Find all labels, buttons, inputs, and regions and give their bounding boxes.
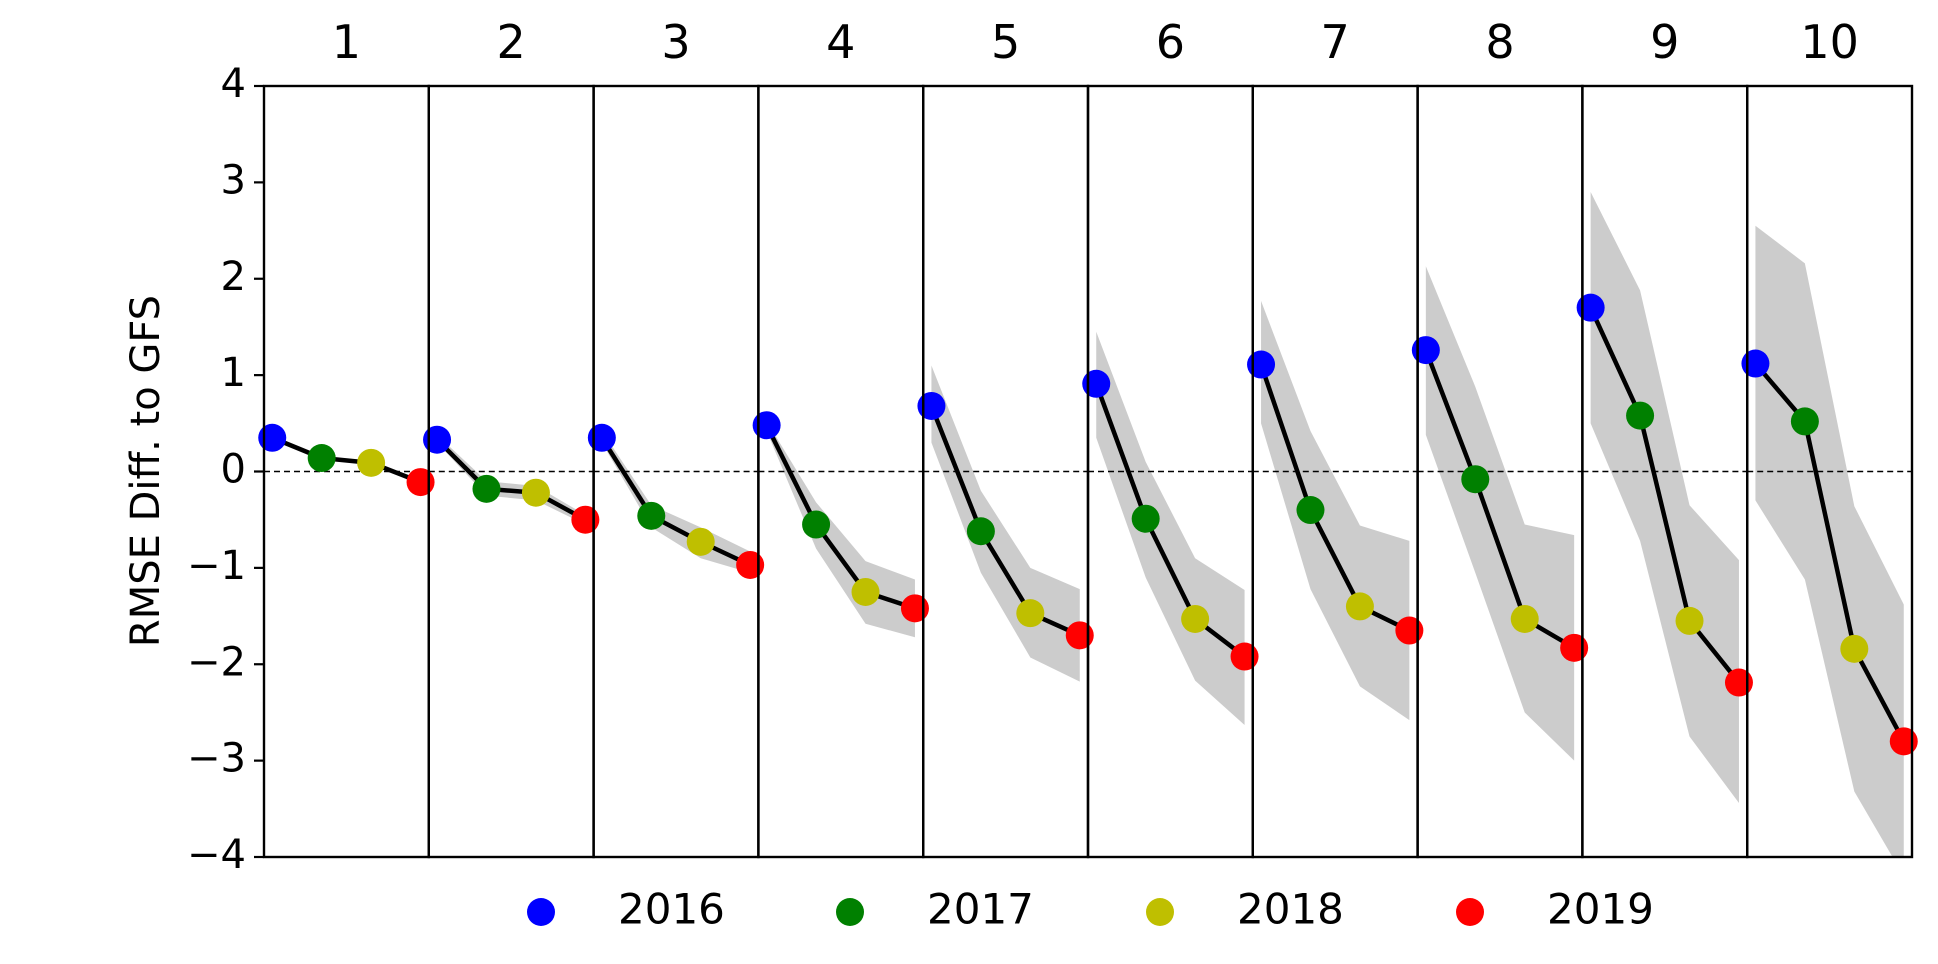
panel-title-6: 6 bbox=[1156, 15, 1185, 69]
y-tick-label: −2 bbox=[187, 639, 246, 685]
panel-titles: 1 2 3 4 5 6 7 8 9 10 bbox=[332, 15, 1859, 69]
point-panel-1-2016 bbox=[258, 423, 287, 452]
panel-title-5: 5 bbox=[991, 15, 1020, 69]
panel-title-9: 9 bbox=[1650, 15, 1679, 69]
y-tick-label: 4 bbox=[221, 61, 246, 107]
panel-6-line bbox=[1094, 383, 1246, 659]
panel-7-band bbox=[1261, 300, 1410, 721]
panel-5-band bbox=[931, 365, 1080, 682]
panel-6-band bbox=[1096, 331, 1245, 725]
point-panel-2-2019 bbox=[571, 505, 600, 534]
point-panel-3-2017 bbox=[637, 501, 666, 530]
panel-9-line bbox=[1588, 306, 1741, 684]
y-tick-label: −3 bbox=[187, 736, 246, 782]
point-panel-8-2016 bbox=[1411, 336, 1440, 365]
point-panel-2-2017 bbox=[472, 474, 501, 503]
point-panel-2-2018 bbox=[521, 478, 550, 507]
point-panel-5-2019 bbox=[1065, 621, 1094, 650]
legend-label-2019: 2019 bbox=[1547, 885, 1654, 934]
data-points bbox=[258, 293, 1918, 756]
panel-3-band bbox=[601, 431, 751, 573]
point-panel-9-2016 bbox=[1576, 293, 1605, 322]
legend-marker-2019 bbox=[1456, 898, 1484, 926]
point-panel-10-2017 bbox=[1790, 407, 1819, 436]
y-tick-label: 2 bbox=[221, 254, 246, 300]
panel-7-line bbox=[1258, 363, 1411, 633]
panel-title-10: 10 bbox=[1800, 15, 1859, 69]
axes-frame bbox=[262, 84, 1914, 859]
panel-title-8: 8 bbox=[1485, 15, 1514, 69]
legend-marker-2016 bbox=[527, 898, 555, 926]
legend-marker-2018 bbox=[1146, 898, 1174, 926]
point-panel-10-2019 bbox=[1889, 727, 1918, 756]
point-panel-9-2018 bbox=[1675, 606, 1704, 635]
point-panel-8-2019 bbox=[1560, 633, 1589, 662]
panel-title-4: 4 bbox=[826, 15, 855, 69]
panel-10-line bbox=[1753, 362, 1906, 743]
panel-title-3: 3 bbox=[661, 15, 690, 69]
panel-4-line bbox=[764, 424, 916, 611]
legend: 2016 2017 2018 2019 bbox=[527, 885, 1654, 934]
panel-10-band bbox=[1755, 225, 1904, 857]
panel-title-2: 2 bbox=[497, 15, 526, 69]
point-panel-5-2017 bbox=[966, 517, 995, 546]
point-panel-2-2016 bbox=[423, 425, 452, 454]
point-panel-5-2018 bbox=[1016, 599, 1045, 628]
panel-8-line bbox=[1423, 349, 1576, 650]
panel-2-band bbox=[437, 434, 586, 525]
panel-title-1: 1 bbox=[332, 15, 361, 69]
point-panel-6-2018 bbox=[1181, 604, 1210, 633]
point-panel-7-2017 bbox=[1296, 496, 1325, 525]
point-panel-1-2018 bbox=[357, 448, 386, 477]
y-axis-ticks: −4 −3 −2 −1 0 1 2 3 4 bbox=[187, 61, 264, 878]
point-panel-4-2018 bbox=[851, 577, 880, 606]
point-panel-8-2018 bbox=[1510, 604, 1539, 633]
legend-label-2016: 2016 bbox=[618, 885, 725, 934]
point-panel-3-2016 bbox=[587, 423, 616, 452]
panel-9-band bbox=[1590, 192, 1739, 804]
point-panel-5-2016 bbox=[917, 391, 946, 420]
point-panel-10-2016 bbox=[1741, 349, 1770, 378]
point-panel-6-2017 bbox=[1131, 504, 1160, 533]
point-panel-4-2016 bbox=[752, 411, 781, 440]
legend-marker-2017 bbox=[836, 898, 864, 926]
point-panel-6-2016 bbox=[1082, 369, 1111, 398]
point-panel-9-2017 bbox=[1626, 401, 1655, 430]
panel-5-line bbox=[929, 405, 1081, 638]
point-panel-7-2016 bbox=[1247, 350, 1276, 379]
series-lines bbox=[271, 306, 1906, 743]
point-panel-9-2019 bbox=[1724, 668, 1753, 697]
panel-4-band bbox=[766, 421, 915, 638]
panel-10-frame bbox=[1745, 84, 1914, 859]
y-tick-label: 3 bbox=[221, 157, 246, 203]
legend-label-2018: 2018 bbox=[1237, 885, 1344, 934]
point-panel-10-2018 bbox=[1840, 634, 1869, 663]
panel-1-line bbox=[271, 435, 422, 485]
point-panel-8-2017 bbox=[1461, 465, 1490, 494]
point-panel-3-2018 bbox=[686, 527, 715, 556]
panel-2-line bbox=[435, 438, 587, 522]
panel-title-7: 7 bbox=[1321, 15, 1350, 69]
y-tick-label: −1 bbox=[187, 543, 246, 589]
point-panel-1-2017 bbox=[307, 444, 336, 473]
y-tick-label: 0 bbox=[221, 447, 246, 493]
panel-3-line bbox=[599, 436, 752, 568]
y-tick-label: 1 bbox=[221, 350, 246, 396]
legend-label-2017: 2017 bbox=[927, 885, 1034, 934]
point-panel-7-2018 bbox=[1345, 592, 1374, 621]
point-panel-7-2019 bbox=[1395, 616, 1424, 645]
y-tick-label: −4 bbox=[187, 832, 246, 878]
panel-8-band bbox=[1425, 266, 1575, 761]
point-panel-4-2019 bbox=[900, 594, 929, 623]
point-panel-6-2019 bbox=[1230, 642, 1259, 671]
point-panel-1-2019 bbox=[406, 468, 435, 497]
point-panel-3-2019 bbox=[736, 550, 765, 579]
y-axis-label: RMSE Diff. to GFS bbox=[123, 295, 169, 647]
point-panel-4-2017 bbox=[802, 510, 831, 539]
